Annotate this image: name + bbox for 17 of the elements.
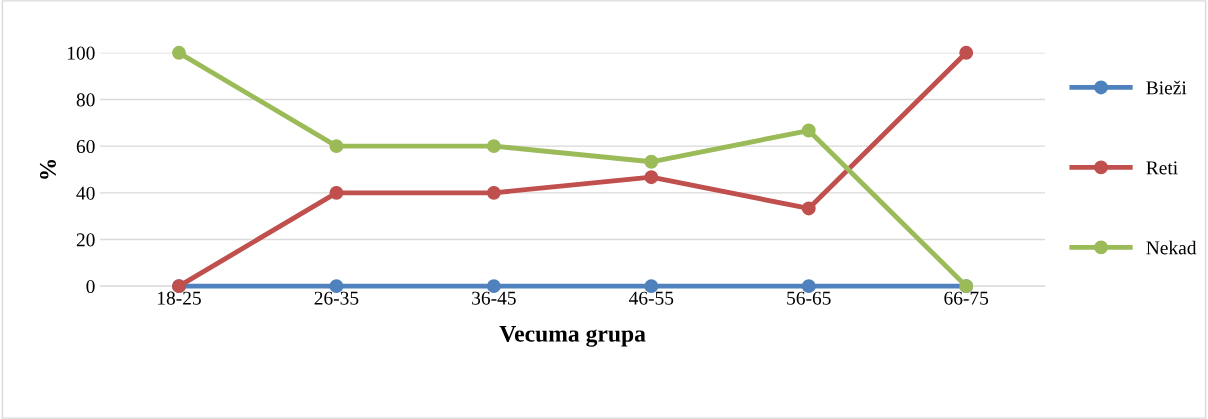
x-axis-title: Vecuma grupa — [499, 326, 646, 347]
x-tick-label: 18-25 — [158, 291, 201, 305]
y-tick-label: 100 — [67, 46, 95, 60]
x-tick-label: 56-65 — [787, 291, 831, 305]
legend-label: Bieži — [1146, 80, 1187, 95]
y-tick-label: 40 — [76, 186, 95, 200]
y-axis-title: % — [39, 159, 56, 179]
y-tick-label: 0 — [86, 279, 95, 294]
x-tick-label: 46-55 — [629, 291, 674, 305]
x-tick-label: 26-35 — [314, 291, 359, 305]
x-tick-label: 36-45 — [472, 291, 516, 305]
legend-label: Reti — [1146, 161, 1178, 175]
y-tick-label: 80 — [76, 93, 95, 107]
y-tick-label: 60 — [76, 139, 95, 154]
legend-label: Nekad — [1146, 240, 1197, 255]
x-tick-label: 66-75 — [944, 291, 989, 305]
y-tick-label: 20 — [76, 233, 95, 247]
